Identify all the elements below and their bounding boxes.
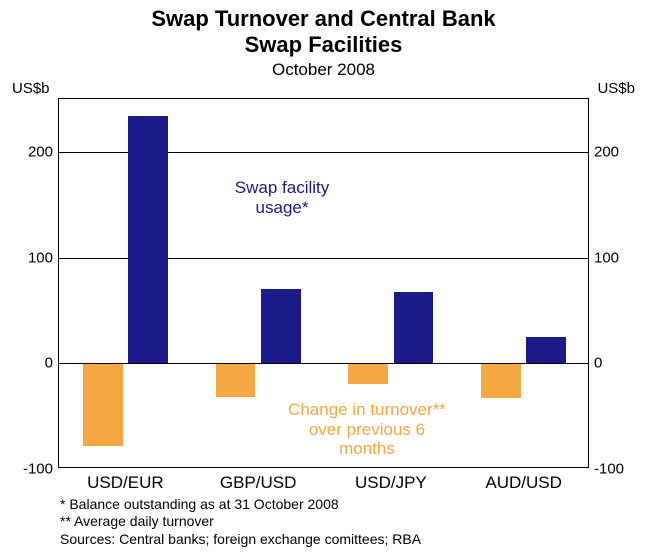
y-axis-label-left: US$b <box>12 80 50 97</box>
ytick-left: -100 <box>23 461 59 478</box>
ytick-right: -100 <box>588 461 624 478</box>
footnote-1: * Balance outstanding as at 31 October 2… <box>60 496 421 514</box>
chart-footnotes: * Balance outstanding as at 31 October 2… <box>60 496 421 549</box>
chart-title-block: Swap Turnover and Central Bank Swap Faci… <box>0 0 647 80</box>
bar-turnover <box>216 363 256 397</box>
title-line-1: Swap Turnover and Central Bank <box>0 6 647 32</box>
ytick-left: 100 <box>28 249 59 266</box>
ytick-right: 200 <box>588 143 619 160</box>
footnote-2: ** Average daily turnover <box>60 513 421 531</box>
title-line-2: Swap Facilities <box>0 32 647 58</box>
bar-turnover <box>83 363 123 445</box>
bar-facility <box>128 116 168 363</box>
bar-turnover <box>348 363 388 384</box>
ytick-right: 100 <box>588 249 619 266</box>
chart-area: US$b US$b -100-10000100100200200USD/EURG… <box>58 98 589 468</box>
chart-annotation: Swap facilityusage* <box>235 178 329 217</box>
x-axis-baseline <box>59 467 588 468</box>
x-category-label: AUD/USD <box>485 473 562 493</box>
chart-subtitle: October 2008 <box>0 60 647 80</box>
x-category-label: USD/JPY <box>355 473 427 493</box>
chart-annotation: Change in turnover**over previous 6month… <box>288 400 446 459</box>
bar-facility <box>526 337 566 363</box>
bar-facility <box>261 289 301 363</box>
bar-facility <box>394 292 434 363</box>
zero-line <box>59 363 588 364</box>
x-category-label: USD/EUR <box>87 473 164 493</box>
ytick-left: 0 <box>45 355 59 372</box>
ytick-right: 0 <box>588 355 602 372</box>
plot-area: -100-10000100100200200USD/EURGBP/USDUSD/… <box>58 98 589 468</box>
footnote-3: Sources: Central banks; foreign exchange… <box>60 531 421 549</box>
x-category-label: GBP/USD <box>220 473 297 493</box>
y-axis-label-right: US$b <box>597 80 635 97</box>
ytick-left: 200 <box>28 143 59 160</box>
bar-turnover <box>481 363 521 398</box>
